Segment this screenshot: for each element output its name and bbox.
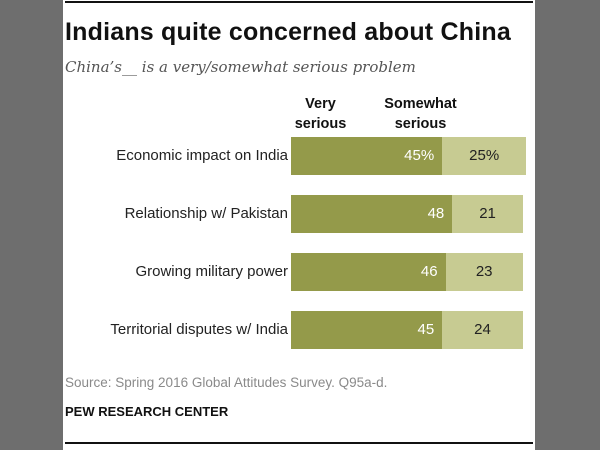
category-label: Economic impact on India bbox=[116, 147, 288, 164]
data-label: 23 bbox=[475, 263, 493, 280]
chart-panel: Indians quite concerned about China Chin… bbox=[63, 0, 535, 450]
data-label: 48 bbox=[427, 205, 445, 222]
data-label: 25% bbox=[469, 147, 500, 164]
data-label: 24 bbox=[474, 321, 491, 338]
bar-somewhat-serious bbox=[442, 311, 523, 349]
header-somewhat-serious-text: Somewhat serious bbox=[384, 96, 457, 132]
data-label: 21 bbox=[479, 205, 496, 222]
data-label: 45 bbox=[417, 321, 435, 338]
organization-logo-text: PEW RESEARCH CENTER bbox=[65, 404, 229, 419]
bottom-rule bbox=[65, 442, 533, 444]
bar-somewhat-serious bbox=[445, 253, 523, 291]
category-label: Growing military power bbox=[135, 263, 288, 280]
category-label: Territorial disputes w/ India bbox=[110, 321, 288, 338]
bar-very-serious bbox=[291, 137, 443, 175]
header-very-serious-text: Very serious bbox=[294, 96, 347, 132]
top-rule bbox=[65, 1, 533, 3]
header-somewhat-serious: Somewhat serious bbox=[368, 94, 473, 134]
data-label: 45% bbox=[404, 147, 435, 164]
bar-somewhat-serious bbox=[442, 137, 527, 175]
bar-very-serious bbox=[291, 195, 453, 233]
source-note: Source: Spring 2016 Global Attitudes Sur… bbox=[65, 375, 388, 390]
bar-very-serious bbox=[291, 253, 446, 291]
header-very-serious: Very serious bbox=[283, 94, 358, 134]
chart-subtitle: China’s__ is a very/somewhat serious pro… bbox=[65, 58, 416, 76]
category-label: Relationship w/ Pakistan bbox=[124, 205, 288, 222]
bar-somewhat-serious bbox=[452, 195, 523, 233]
data-label: 46 bbox=[420, 263, 438, 280]
bar-very-serious bbox=[291, 311, 443, 349]
chart-title: Indians quite concerned about China bbox=[65, 18, 511, 46]
